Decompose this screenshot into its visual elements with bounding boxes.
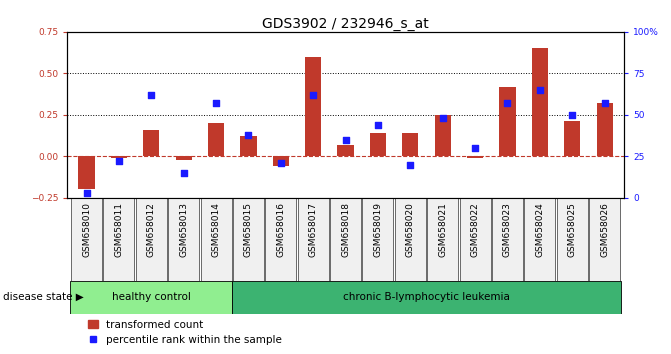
Point — [178, 170, 189, 176]
Point — [275, 160, 286, 166]
FancyBboxPatch shape — [524, 198, 556, 281]
Point — [567, 112, 578, 118]
FancyBboxPatch shape — [330, 198, 361, 281]
Point — [502, 100, 513, 106]
Bar — [597, 103, 613, 156]
Bar — [208, 123, 224, 156]
Text: GSM658017: GSM658017 — [309, 202, 317, 257]
Text: GSM658021: GSM658021 — [438, 202, 447, 257]
Point — [81, 190, 92, 195]
FancyBboxPatch shape — [557, 198, 588, 281]
Bar — [111, 156, 127, 158]
Bar — [232, 281, 621, 314]
Text: chronic B-lymphocytic leukemia: chronic B-lymphocytic leukemia — [343, 292, 510, 302]
Bar — [240, 136, 256, 156]
FancyBboxPatch shape — [427, 198, 458, 281]
Point — [470, 145, 480, 151]
Point — [113, 158, 124, 164]
Text: GSM658024: GSM658024 — [535, 202, 544, 257]
Text: GSM658016: GSM658016 — [276, 202, 285, 257]
FancyBboxPatch shape — [460, 198, 491, 281]
Point — [211, 100, 221, 106]
Bar — [467, 156, 483, 158]
FancyBboxPatch shape — [395, 198, 426, 281]
Text: GSM658026: GSM658026 — [600, 202, 609, 257]
Bar — [143, 130, 160, 156]
FancyBboxPatch shape — [265, 198, 297, 281]
FancyBboxPatch shape — [589, 198, 620, 281]
Point — [405, 162, 416, 167]
Bar — [305, 57, 321, 156]
FancyBboxPatch shape — [168, 198, 199, 281]
Point — [308, 92, 319, 98]
Point — [146, 92, 156, 98]
Point — [437, 115, 448, 121]
Bar — [370, 133, 386, 156]
Bar — [499, 87, 515, 156]
Bar — [338, 145, 354, 156]
Text: GSM658014: GSM658014 — [211, 202, 221, 257]
Text: GSM658023: GSM658023 — [503, 202, 512, 257]
Text: GSM658013: GSM658013 — [179, 202, 188, 257]
Point — [599, 100, 610, 106]
Text: disease state ▶: disease state ▶ — [3, 292, 84, 302]
FancyBboxPatch shape — [71, 198, 102, 281]
Bar — [564, 121, 580, 156]
FancyBboxPatch shape — [136, 198, 167, 281]
Bar — [176, 156, 192, 160]
FancyBboxPatch shape — [362, 198, 393, 281]
Text: healthy control: healthy control — [112, 292, 191, 302]
Text: GSM658019: GSM658019 — [374, 202, 382, 257]
Text: GSM658022: GSM658022 — [470, 202, 480, 257]
Legend: transformed count, percentile rank within the sample: transformed count, percentile rank withi… — [83, 316, 287, 349]
Bar — [70, 281, 232, 314]
Bar — [402, 133, 419, 156]
FancyBboxPatch shape — [201, 198, 231, 281]
FancyBboxPatch shape — [298, 198, 329, 281]
Bar — [531, 48, 548, 156]
Point — [535, 87, 546, 93]
Bar — [435, 115, 451, 156]
Title: GDS3902 / 232946_s_at: GDS3902 / 232946_s_at — [262, 17, 429, 31]
Text: GSM658018: GSM658018 — [341, 202, 350, 257]
Point — [340, 137, 351, 142]
FancyBboxPatch shape — [233, 198, 264, 281]
Text: GSM658012: GSM658012 — [147, 202, 156, 257]
Text: GSM658011: GSM658011 — [115, 202, 123, 257]
Text: GSM658015: GSM658015 — [244, 202, 253, 257]
Text: GSM658025: GSM658025 — [568, 202, 576, 257]
Point — [243, 132, 254, 137]
Bar — [79, 156, 95, 189]
Text: GSM658020: GSM658020 — [406, 202, 415, 257]
FancyBboxPatch shape — [103, 198, 134, 281]
FancyBboxPatch shape — [492, 198, 523, 281]
Text: GSM658010: GSM658010 — [82, 202, 91, 257]
Bar — [272, 156, 289, 166]
Point — [372, 122, 383, 127]
